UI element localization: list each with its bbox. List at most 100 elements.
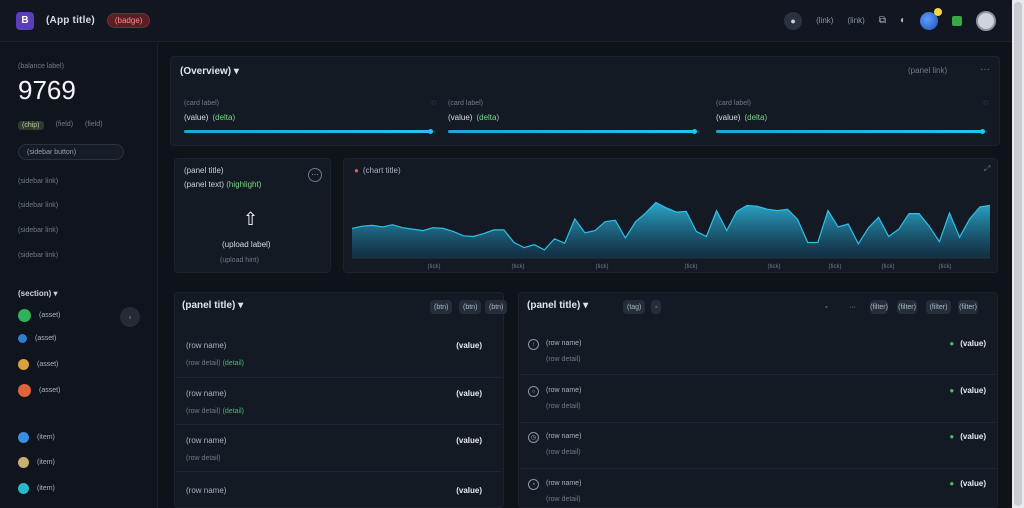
card-2-progress [448,129,700,134]
card-3-label: (card label) [716,100,752,107]
holdings-row-1-value: (value) [456,341,482,350]
assets-settings-icon[interactable]: ◦ [120,307,140,327]
sidebar-link-4[interactable]: (sidebar link) [18,252,59,259]
sidebar-bottom-item-3[interactable]: (item) [18,483,55,494]
chart-area [352,202,990,258]
card-2-progress-fill [448,129,697,134]
transaction-3-clock-icon: ◷ [528,432,539,443]
upload-panel-highlight: (highlight) [226,180,262,189]
top-link-secondary[interactable]: (link) [847,16,865,25]
transactions-tag[interactable]: (tag) [623,300,646,314]
bottom-item-2-icon [18,457,29,468]
holdings-row-4[interactable]: (row name) (value) [186,486,482,495]
top-link-primary[interactable]: (link) [816,16,834,25]
chart-tick-label: (tick) [939,264,952,270]
transactions-row-4-value: ● (value) [949,479,986,488]
balance-chip: (chip) [18,121,44,130]
transactions-row-2-sub: (row detail) [546,403,581,410]
transactions-row-3[interactable]: ◷ (row name) (row detail) ● (value) [528,432,986,462]
holdings-row-1-sub: (row detail) (detail) [186,360,244,367]
holdings-title[interactable]: (panel title) ▾ [182,300,244,311]
transactions-row-1[interactable]: ↑ (row name) (row detail) ● (value) [528,339,986,369]
chart-expand-icon[interactable]: ⤢ [984,164,991,173]
transactions-filter-4[interactable]: (filter) [958,300,978,314]
transactions-row-1-sub: (row detail) [546,356,581,363]
holdings-button-3[interactable]: (btn) [485,300,508,314]
transactions-row-4-sub: (row detail) [546,496,581,503]
balance-value: 9769 [18,75,76,105]
transactions-row-3-sub: (row detail) [546,449,581,456]
transactions-filter-3[interactable]: (filter) [926,300,951,314]
bottom-item-3-icon [18,483,29,494]
sidebar-link-1[interactable]: (sidebar link) [18,178,59,185]
chart-tick-label: (tick) [882,264,895,270]
transactions-row-3-value: ● (value) [949,432,986,441]
holdings-row-1-name: (row name) [186,341,227,350]
app-logo-icon[interactable]: B [16,11,34,30]
account-circle-icon[interactable]: ● [784,11,803,30]
transaction-3-status-dot-icon: ● [949,432,955,441]
overview-more-icon[interactable]: ··· [980,64,990,75]
holdings-row-3[interactable]: (row name) (row detail) (value) [186,436,482,462]
avatar[interactable] [976,10,996,31]
transactions-row-1-value: ● (value) [949,339,986,348]
asset-3-icon [18,359,29,370]
card-2-value: (value) (delta) [448,113,500,122]
transaction-1-up-arrow-icon: ↑ [528,339,539,350]
holdings-row-2-value: (value) [456,389,482,398]
holdings-row-2[interactable]: (row name) (row detail) (detail) (value) [186,389,482,415]
card-1-status-icon: ◌ [431,98,436,107]
bottom-item-1-label: (item) [37,434,55,441]
asset-4-icon [18,384,31,397]
sidebar-link-3[interactable]: (sidebar link) [18,227,59,234]
asset-2-icon [18,334,27,343]
holdings-button-1[interactable]: (btn) [430,300,453,314]
network-globe-icon[interactable] [920,7,942,30]
holdings-button-2[interactable]: (btn) [459,300,482,314]
overview-card-1[interactable]: (card label) (value) (delta) ◌ [184,98,436,138]
sidebar-bottom-item-2[interactable]: (item) [18,457,55,468]
sidebar-asset-1[interactable]: (asset) [18,309,60,322]
theme-icon[interactable]: ◐ [899,15,906,26]
transactions-more-icon[interactable]: ··· [849,303,856,311]
transactions-row-2-name: (row name) [546,387,582,394]
status-badge: (badge) [106,13,151,28]
sidebar-asset-3[interactable]: (asset) [18,359,58,370]
transactions-filter-1[interactable]: (filter) [870,300,888,314]
upload-panel-title: (panel title) [184,166,224,175]
asset-4-label: (asset) [39,387,61,394]
asset-2-label: (asset) [35,335,57,342]
upload-panel [174,158,331,273]
holdings-row-1[interactable]: (row name) (row detail) (detail) (value) [186,341,482,367]
transactions-search-icon[interactable]: ◦ [825,303,828,311]
copy-icon[interactable]: ⧉ [878,15,886,26]
asset-1-icon [18,309,31,322]
transactions-divider [520,422,996,423]
sidebar-section-title[interactable]: (section) ▾ [18,289,58,298]
page-scrollbar[interactable] [1012,0,1024,508]
sidebar-link-2[interactable]: (sidebar link) [18,202,59,209]
transactions-row-4-name: (row name) [546,480,582,487]
overview-link[interactable]: (panel link) [908,66,948,75]
overview-title[interactable]: (Overview) ▾ [180,66,239,77]
overview-card-3[interactable]: (card label) (value) (delta) ◌ [716,98,988,138]
chart-line [351,201,991,251]
transactions-row-2[interactable]: ○ (row name) (row detail) ● (value) [528,386,986,416]
upload-arrow-icon[interactable]: ⇧ [243,209,259,229]
sidebar-bottom-item-1[interactable]: (item) [18,432,55,443]
transactions-title[interactable]: (panel title) ▾ [527,300,589,311]
upload-menu-icon[interactable]: ⋯ [308,168,322,182]
upload-label[interactable]: (upload label) [222,240,271,249]
transaction-4-status-dot-icon: ● [949,479,955,488]
transactions-filter-icon[interactable]: ◦ [651,300,662,314]
sidebar-action-button[interactable]: (sidebar button) [18,144,124,160]
transactions-row-4[interactable]: ◔ (row name) (row detail) ● (value) [528,479,986,507]
scrollbar-thumb[interactable] [1014,2,1022,506]
sidebar-asset-2[interactable]: (asset) [18,334,56,343]
overview-card-2[interactable]: (card label) (value) (delta) [448,100,700,138]
price-chart[interactable]: (tick) (tick) (tick) (tick) (tick) (tick) (tic… [348,178,994,270]
sidebar-asset-4[interactable]: (asset) [18,384,60,397]
transactions-filter-2[interactable]: (filter) [897,300,917,314]
top-bar: B (App title) (badge) ● (link) (link) ⧉ … [0,0,1012,42]
flag-icon[interactable] [952,15,962,26]
